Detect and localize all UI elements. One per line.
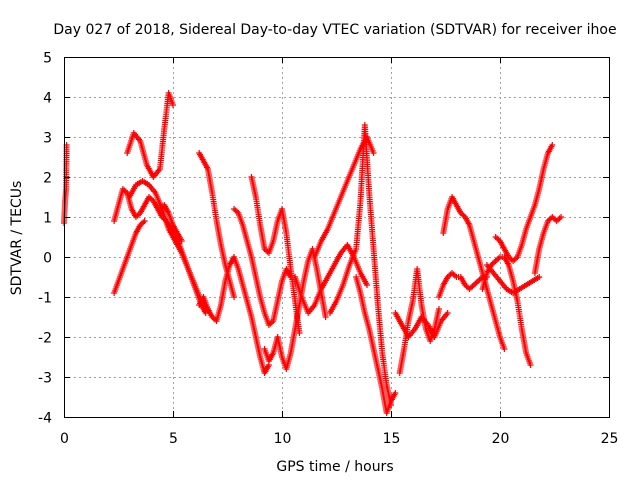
data-point [370, 150, 377, 156]
x-tick-label: 20 [492, 431, 510, 447]
series-arc-e [126, 178, 211, 312]
plot-frame [64, 57, 610, 418]
axis-ticks: -4 -3 -2 -1 0 1 2 3 4 5 0 5 10 15 20 25 [38, 51, 618, 448]
series-arc-d [124, 90, 176, 180]
x-tick-label: 15 [383, 431, 401, 447]
data-point [435, 306, 442, 312]
series-arc-t [479, 254, 534, 368]
y-tick-label: 2 [43, 171, 52, 187]
series-arc-g [196, 150, 238, 300]
data-point [231, 294, 238, 300]
y-tick-label: 1 [43, 211, 52, 227]
x-tick-label: 10 [274, 431, 292, 447]
series-arc-c [111, 218, 148, 296]
data-point [549, 142, 556, 148]
data-point [141, 218, 148, 224]
series-arc-a [61, 142, 70, 226]
series-arc-u [492, 142, 556, 264]
y-tick-label: 0 [43, 251, 52, 267]
data-point [444, 310, 451, 316]
data-point [178, 238, 185, 244]
data-point [536, 274, 543, 280]
data-point [392, 390, 399, 396]
x-tick-label: 5 [169, 431, 178, 447]
x-axis-label: GPS time / hours [276, 459, 393, 475]
series-arc-w [531, 214, 565, 276]
y-tick-label: -4 [38, 411, 52, 427]
series-arc-m [311, 134, 377, 260]
data-point [170, 102, 176, 108]
y-tick-label: 4 [43, 91, 52, 107]
series-arc-v [483, 262, 543, 296]
series-arc-f [156, 202, 185, 244]
y-tick-label: 5 [43, 51, 52, 67]
data-point [296, 330, 303, 336]
x-tick-label: 0 [60, 431, 69, 447]
y-tick-label: -2 [38, 331, 52, 347]
data-point [364, 282, 371, 288]
x-tick-label: 25 [601, 431, 619, 447]
series-arc-q [392, 310, 451, 340]
data-point [202, 310, 209, 316]
y-axis-label: SDTVAR / TECUs [9, 181, 25, 296]
data-point [527, 362, 534, 368]
series-arc-i [231, 206, 294, 328]
data-point [322, 314, 329, 320]
series-arc-k [261, 246, 329, 372]
series-arc-h [196, 254, 272, 376]
y-tick-label: -1 [38, 291, 52, 307]
data-point [501, 346, 508, 352]
series-arc-l [292, 242, 371, 316]
chart-title: Day 027 of 2018, Sidereal Day-to-day VTE… [53, 22, 616, 38]
y-tick-label: 3 [43, 131, 52, 147]
data-points [61, 90, 565, 416]
series-arc-o [353, 274, 399, 416]
series-arc-n [326, 122, 394, 408]
y-tick-label: -3 [38, 371, 52, 387]
data-point [558, 214, 565, 220]
